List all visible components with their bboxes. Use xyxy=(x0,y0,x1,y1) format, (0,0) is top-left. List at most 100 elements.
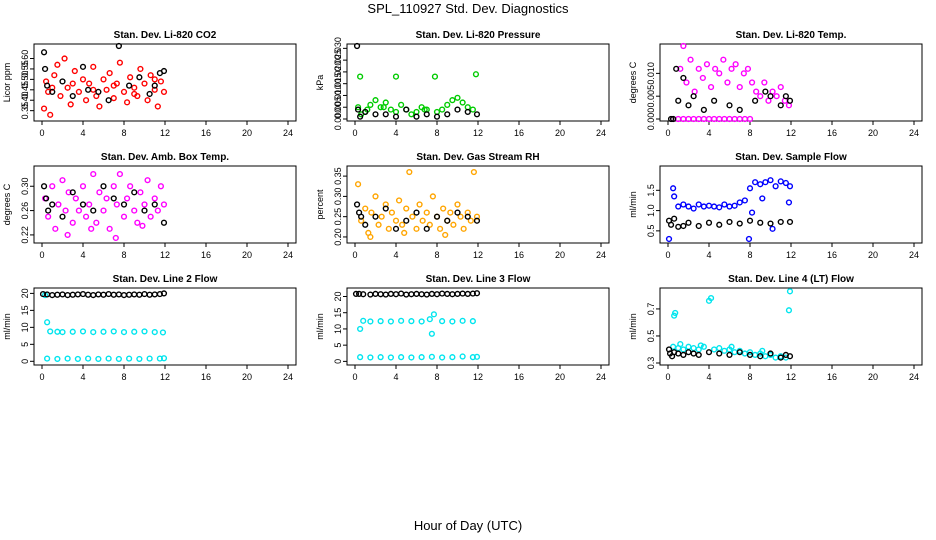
data-point xyxy=(454,106,461,113)
x-tick-label: 4 xyxy=(393,128,398,138)
data-point xyxy=(378,213,385,220)
data-point xyxy=(711,97,718,104)
y-tick-label: 0.7 xyxy=(646,303,656,316)
data-point xyxy=(454,290,461,297)
x-tick-label: 20 xyxy=(868,128,878,138)
x-tick-label: 8 xyxy=(121,372,126,382)
x-tick-label: 0 xyxy=(39,128,44,138)
data-point xyxy=(54,61,61,68)
data-point xyxy=(357,73,364,80)
data-point xyxy=(69,92,76,100)
data-point xyxy=(454,94,461,101)
y-tick-label: 0.020 xyxy=(333,61,343,84)
data-point xyxy=(711,203,718,210)
data-point xyxy=(131,207,138,214)
data-point xyxy=(352,290,360,297)
data-point xyxy=(680,74,687,82)
data-point xyxy=(746,349,754,356)
data-point xyxy=(759,347,766,354)
data-point xyxy=(131,291,138,298)
chart-panel: Stan. Dev. Li-820 Temp.0 4 8 12 16 20 240.0000… xyxy=(628,30,923,138)
data-point xyxy=(757,219,764,226)
data-point xyxy=(670,185,677,192)
data-point xyxy=(685,102,692,109)
data-point xyxy=(695,201,702,208)
data-point xyxy=(72,195,79,202)
x-tick-label: 24 xyxy=(909,128,919,138)
data-point xyxy=(75,88,83,95)
data-point xyxy=(147,72,154,79)
data-point xyxy=(137,189,144,196)
data-point xyxy=(110,291,117,298)
data-point xyxy=(680,351,687,358)
data-point xyxy=(151,291,158,298)
data-point xyxy=(767,93,774,100)
data-point xyxy=(741,197,748,204)
data-point xyxy=(116,59,124,66)
data-point xyxy=(748,209,756,216)
data-point xyxy=(786,218,794,226)
data-point xyxy=(459,290,466,297)
data-point xyxy=(683,79,690,86)
plot-frame xyxy=(659,43,923,122)
data-point xyxy=(90,170,97,178)
data-point xyxy=(353,201,361,208)
data-point xyxy=(680,346,687,353)
data-point xyxy=(675,223,682,230)
data-point xyxy=(353,42,361,50)
x-tick-label: 20 xyxy=(555,372,565,382)
y-tick-label: 0.5 xyxy=(646,225,656,238)
data-point xyxy=(358,217,365,224)
data-point xyxy=(736,106,743,113)
data-point xyxy=(62,207,69,214)
data-point xyxy=(464,290,471,297)
data-point xyxy=(769,225,776,232)
data-point xyxy=(160,67,168,75)
y-tick-label: 0.005 xyxy=(646,85,656,108)
data-point xyxy=(151,76,158,83)
data-point xyxy=(377,291,384,298)
data-point xyxy=(671,193,678,200)
data-point xyxy=(428,290,435,297)
data-point xyxy=(105,355,112,362)
data-point xyxy=(160,201,168,208)
data-point xyxy=(473,111,481,118)
y-axis-label: ml/min xyxy=(628,313,638,340)
data-point xyxy=(85,355,92,362)
x-tick-label: 20 xyxy=(555,128,565,138)
x-tick-label: 4 xyxy=(706,250,711,260)
data-point xyxy=(777,354,784,361)
data-point xyxy=(40,105,48,112)
data-point xyxy=(450,221,457,228)
data-point xyxy=(690,205,697,212)
data-point xyxy=(110,183,117,190)
data-point xyxy=(746,115,754,123)
data-point xyxy=(459,353,466,360)
y-axis-label: ml/min xyxy=(315,313,325,340)
x-tick-label: 8 xyxy=(434,128,439,138)
x-tick-label: 12 xyxy=(160,250,170,260)
data-point xyxy=(85,291,92,298)
data-point xyxy=(105,97,112,104)
data-point xyxy=(362,205,369,212)
data-point xyxy=(44,355,51,362)
data-point xyxy=(141,201,148,208)
data-point xyxy=(473,213,481,220)
data-point xyxy=(777,83,784,91)
data-point xyxy=(387,290,394,297)
data-point xyxy=(382,111,389,118)
data-point xyxy=(360,317,367,324)
data-point xyxy=(700,343,707,350)
y-tick-label: 0.50 xyxy=(20,71,30,89)
x-tick-label: 24 xyxy=(596,250,606,260)
data-point xyxy=(667,115,675,123)
y-tick-label: 0.010 xyxy=(646,62,656,85)
y-tick-label: 0.35 xyxy=(333,167,343,185)
data-point xyxy=(418,318,425,325)
data-point xyxy=(69,189,76,196)
data-point xyxy=(131,84,138,91)
data-point xyxy=(69,80,76,87)
y-tick-label: 0.30 xyxy=(333,188,343,206)
y-tick-label: 1.5 xyxy=(646,184,656,197)
data-point xyxy=(464,108,471,116)
